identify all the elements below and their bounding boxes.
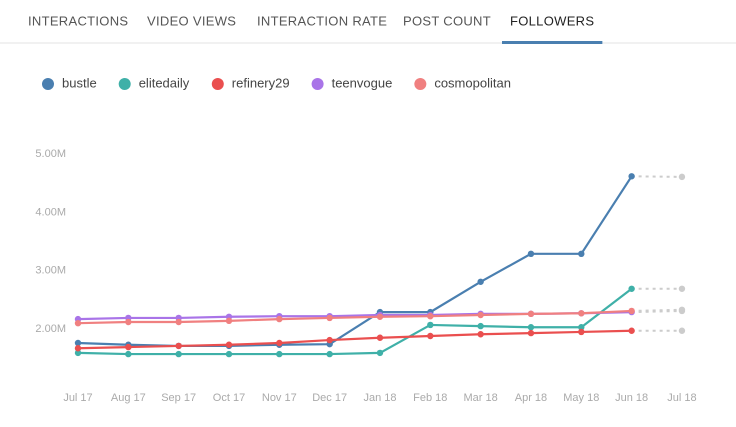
data-point (74, 319, 82, 327)
data-point (326, 314, 333, 322)
x-tick-label: Feb 18 (413, 392, 447, 404)
legend-label[interactable]: elitedaily (139, 75, 190, 90)
data-point (628, 285, 635, 292)
x-tick-label: Jul 18 (667, 392, 696, 404)
series-line (77, 175, 633, 348)
x-tick-label: Apr 18 (515, 392, 547, 404)
data-point (628, 173, 635, 180)
tab[interactable]: VIDEO VIEWS (147, 13, 236, 28)
data-point (477, 278, 484, 285)
legend-label[interactable]: bustle (62, 75, 97, 90)
data-point (74, 345, 82, 352)
legend-label[interactable]: cosmopolitan (434, 75, 511, 90)
tab[interactable]: POST COUNT (403, 13, 491, 28)
data-point (527, 250, 535, 258)
data-point (477, 322, 484, 330)
data-point (678, 173, 686, 181)
data-point (225, 341, 233, 348)
data-point (678, 285, 686, 292)
x-tick-label: Dec 17 (312, 392, 347, 404)
data-point (578, 324, 585, 331)
legend-marker (311, 78, 324, 90)
data-point (578, 310, 585, 317)
y-tick-label: 5.00M (35, 148, 66, 160)
data-point (225, 317, 233, 325)
data-point (376, 349, 384, 357)
data-point (175, 342, 182, 350)
data-point (678, 327, 686, 334)
x-tick-label: Mar 18 (464, 392, 498, 404)
x-tick-label: Jan 18 (363, 392, 396, 404)
data-point (427, 321, 434, 329)
data-point (477, 311, 484, 319)
data-point (527, 324, 535, 331)
projection-line (631, 309, 682, 314)
legend-marker (118, 78, 131, 90)
data-point (578, 328, 585, 336)
y-tick-label: 3.00M (35, 265, 66, 277)
data-point (125, 343, 132, 351)
x-tick-label: Oct 17 (213, 392, 245, 404)
legend-marker (211, 78, 224, 90)
legend-label[interactable]: refinery29 (232, 75, 290, 90)
series-line (77, 287, 633, 356)
tab[interactable]: INTERACTIONS (28, 13, 128, 28)
tab[interactable]: FOLLOWERS (510, 13, 594, 28)
x-tick-label: Jun 18 (615, 392, 648, 404)
active-tab-underline (502, 41, 603, 44)
data-point (578, 250, 585, 258)
projection-line (631, 308, 682, 312)
x-tick-label: Sep 17 (161, 392, 196, 404)
data-point (125, 318, 132, 326)
series-line (77, 329, 632, 350)
x-tick-label: Aug 17 (111, 392, 146, 404)
data-point (175, 350, 182, 358)
projection-line (631, 175, 682, 178)
legend-marker (414, 78, 427, 90)
tab[interactable]: INTERACTION RATE (257, 13, 387, 28)
data-point (326, 350, 333, 358)
data-point (477, 331, 484, 338)
data-point (276, 315, 283, 323)
legend-marker (42, 78, 54, 90)
data-point (427, 332, 434, 340)
x-tick-label: Nov 17 (262, 392, 297, 404)
data-point (74, 349, 82, 357)
data-point (326, 336, 333, 344)
data-point (175, 318, 182, 326)
data-point (678, 306, 686, 313)
data-point (527, 329, 535, 337)
data-point (376, 313, 384, 320)
data-point (376, 334, 384, 341)
data-point (125, 350, 132, 358)
data-point (427, 312, 434, 320)
legend-label[interactable]: teenvogue (332, 75, 393, 90)
data-point (628, 327, 635, 334)
data-point (74, 339, 82, 347)
series-line (77, 309, 632, 325)
y-tick-label: 4.00M (35, 206, 66, 218)
data-point (276, 339, 283, 347)
y-tick-label: 2.00M (35, 323, 66, 335)
x-tick-label: Jul 17 (63, 392, 92, 404)
data-point (225, 350, 233, 358)
x-tick-label: May 18 (563, 392, 599, 404)
data-point (276, 350, 283, 358)
data-point (527, 310, 535, 318)
data-point (628, 307, 635, 315)
